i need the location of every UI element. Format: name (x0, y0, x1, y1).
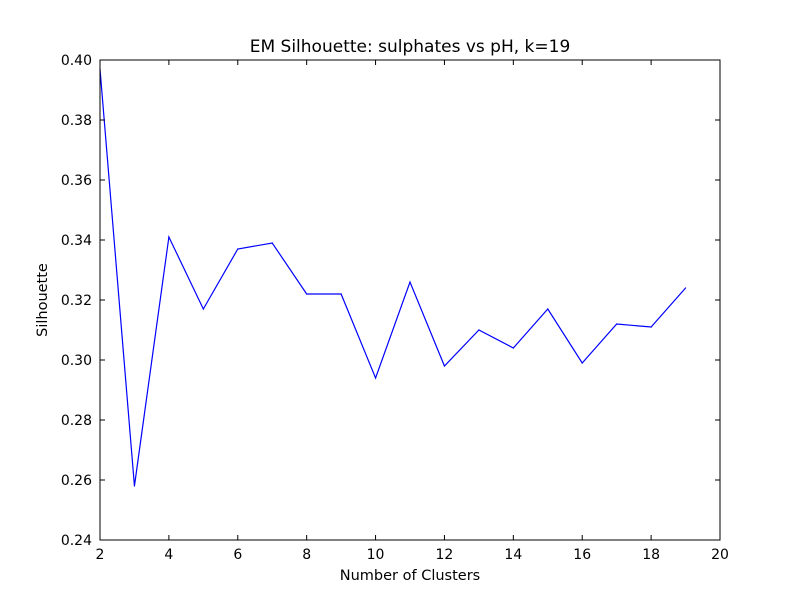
x-tick-label: 20 (711, 547, 729, 563)
data-point (547, 308, 549, 310)
data-point (616, 323, 618, 325)
y-tick-label: 0.32 (61, 293, 92, 309)
x-tick-label: 12 (436, 547, 454, 563)
y-tick-label: 0.26 (61, 473, 92, 489)
chart-title: EM Silhouette: sulphates vs pH, k=19 (250, 37, 571, 57)
data-point (409, 281, 411, 283)
data-point (306, 293, 308, 295)
y-tick-label: 0.38 (61, 113, 92, 129)
data-point (581, 362, 583, 364)
data-point (340, 293, 342, 295)
data-point (443, 365, 446, 367)
data-point (133, 485, 136, 487)
series-line (99, 68, 687, 487)
x-tick-label: 14 (504, 547, 522, 563)
tick-layer: 2 4 6 8 10 12 14 16 18 20 0.24 0.26 0.28 0.30 0.32 0.34… (61, 53, 729, 563)
y-tick-label: 0.36 (61, 173, 92, 189)
data-point (202, 308, 204, 310)
data-point (271, 242, 273, 244)
data-point (478, 329, 480, 331)
y-tick-label: 0.34 (61, 233, 92, 249)
data-point (374, 377, 377, 379)
y-tick-label: 0.30 (61, 353, 92, 369)
x-tick-label: 6 (233, 547, 242, 563)
plot-frame (99, 59, 721, 541)
series-layer (99, 68, 687, 487)
data-point (168, 236, 170, 238)
data-point (512, 347, 514, 349)
x-tick-label: 2 (96, 547, 105, 563)
y-tick-label: 0.40 (61, 53, 92, 69)
x-tick-label: 16 (573, 547, 591, 563)
y-axis-label: Silhouette (35, 263, 51, 337)
x-tick-label: 4 (164, 547, 173, 563)
x-axis-label: Number of Clusters (340, 568, 480, 584)
data-point (684, 287, 687, 289)
x-tick-label: 8 (302, 547, 311, 563)
y-tick-label: 0.28 (61, 413, 92, 429)
x-tick-label: 18 (642, 547, 660, 563)
x-tick-label: 10 (367, 547, 385, 563)
data-point (650, 326, 652, 328)
data-point (237, 248, 239, 250)
y-tick-label: 0.24 (61, 533, 92, 549)
